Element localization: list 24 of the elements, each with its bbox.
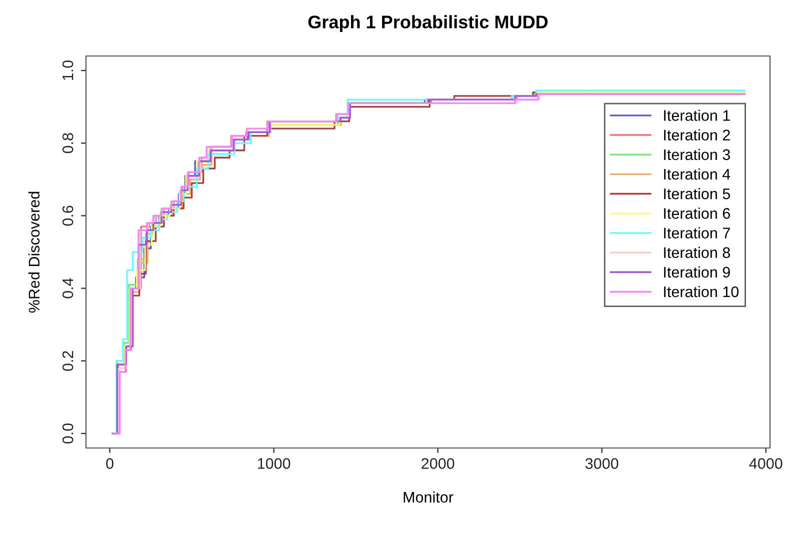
y-axis-title: %Red Discovered — [28, 192, 40, 313]
x-axis-title: Monitor — [404, 491, 454, 503]
x-tick-label: 0 — [106, 458, 114, 469]
x-tick-label: 1000 — [258, 458, 290, 469]
x-tick-label: 2000 — [422, 458, 454, 469]
y-tick-label: 0.2 — [62, 351, 74, 371]
legend-label: Iteration 5 — [664, 188, 730, 200]
legend-label: Iteration 4 — [664, 168, 730, 180]
y-tick-label: 0.6 — [62, 206, 74, 226]
y-tick-label: 0.0 — [62, 423, 74, 444]
legend-label: Iteration 10 — [664, 286, 739, 298]
x-tick-label: 3000 — [585, 458, 618, 469]
legend-label: Iteration 9 — [664, 266, 730, 278]
x-tick-label: 4000 — [749, 458, 782, 469]
legend-label: Iteration 7 — [664, 227, 730, 238]
legend-label: Iteration 3 — [664, 148, 730, 160]
legend-label: Iteration 6 — [664, 208, 730, 219]
y-tick-label: 1.0 — [62, 60, 74, 80]
legend-label: Iteration 8 — [664, 246, 730, 258]
legend-label: Iteration 1 — [664, 110, 730, 121]
legend-label: Iteration 2 — [664, 129, 730, 140]
y-tick-label: 0.8 — [62, 133, 74, 154]
y-tick-label: 0.4 — [62, 278, 74, 298]
chart-title: Graph 1 Probabilistic MUDD — [308, 15, 548, 32]
